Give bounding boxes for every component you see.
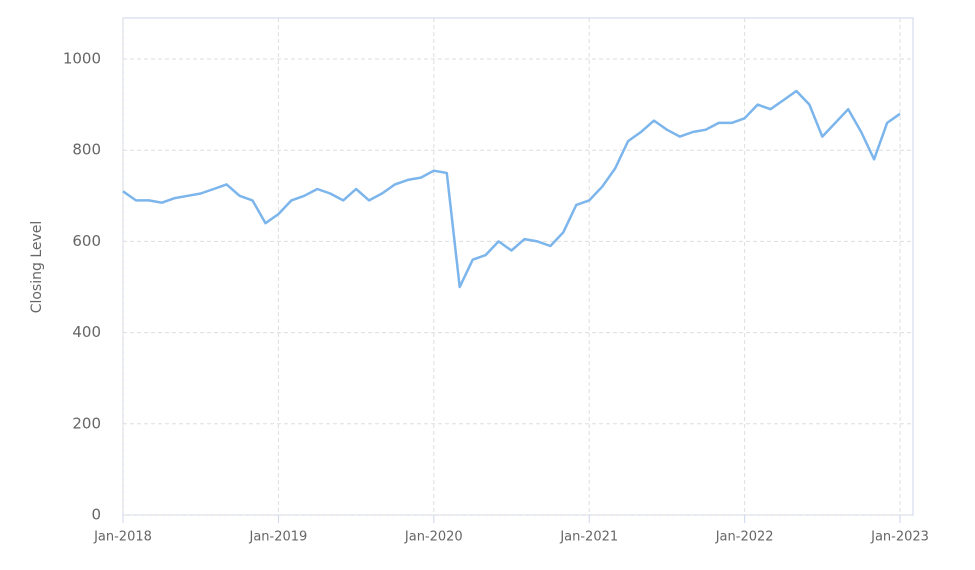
x-tick-label: Jan-2023 — [870, 530, 929, 545]
y-tick-label: 200 — [72, 414, 101, 432]
y-tick-label: 800 — [72, 141, 101, 159]
x-tick-label: Jan-2020 — [404, 530, 463, 545]
x-tick-label: Jan-2019 — [248, 530, 307, 545]
y-tick-label: 1000 — [63, 50, 101, 68]
y-tick-label: 0 — [91, 506, 101, 524]
y-tick-label: 400 — [72, 323, 101, 341]
y-axis-label: Closing Level — [29, 221, 45, 314]
x-tick-label: Jan-2022 — [715, 530, 774, 545]
x-tick-label: Jan-2018 — [93, 530, 152, 545]
y-tick-label: 600 — [72, 232, 101, 250]
x-tick-label: Jan-2021 — [559, 530, 618, 545]
line — [122, 89, 901, 289]
